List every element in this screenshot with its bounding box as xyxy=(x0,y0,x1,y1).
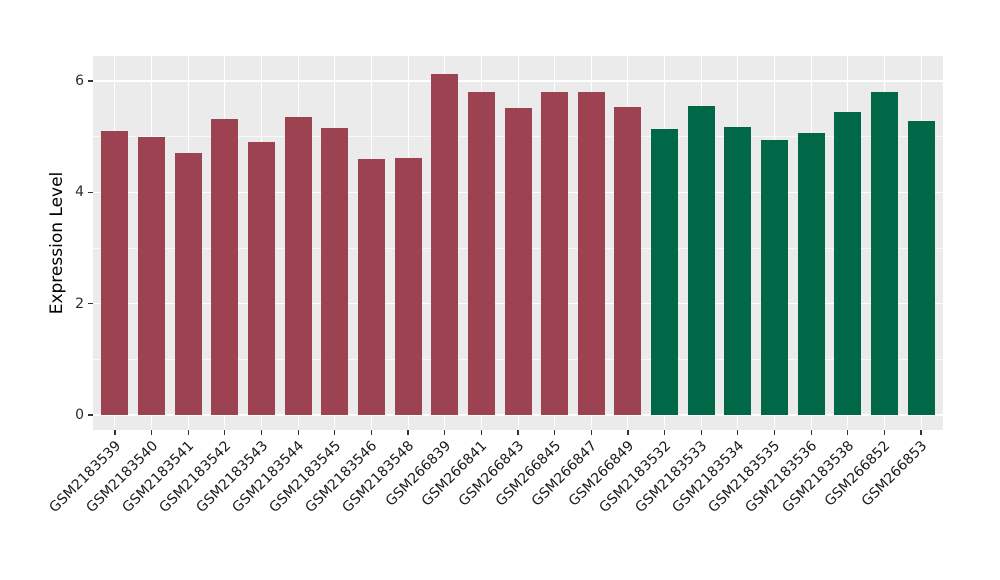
bar-GSM2183539 xyxy=(101,131,129,415)
x-axis-tick xyxy=(554,430,556,435)
y-tick-label: 4 xyxy=(75,184,84,201)
x-axis-tick xyxy=(151,430,153,435)
x-axis-tick xyxy=(773,430,776,435)
x-axis-tick xyxy=(334,430,336,435)
y-tick-label: 6 xyxy=(75,72,84,89)
bar-GSM2183544 xyxy=(284,116,312,415)
x-axis-tick xyxy=(517,430,519,435)
bar-GSM266852 xyxy=(870,92,898,415)
bar-GSM2183540 xyxy=(138,137,166,415)
major-gridline xyxy=(93,80,943,82)
bar-GSM2183535 xyxy=(760,139,788,415)
plot-panel xyxy=(93,56,943,430)
x-axis-tick xyxy=(590,430,592,435)
bar-GSM2183548 xyxy=(394,157,422,415)
y-axis-tick xyxy=(88,80,93,82)
y-tick-label: 2 xyxy=(75,295,84,312)
major-gridline xyxy=(93,414,943,416)
bar-GSM266853 xyxy=(907,120,935,415)
bar-GSM2183543 xyxy=(248,141,276,415)
bar-GSM266847 xyxy=(577,91,605,415)
x-axis-tick xyxy=(847,430,849,435)
y-axis-tick xyxy=(88,414,93,416)
bar-GSM2183541 xyxy=(174,152,202,415)
x-axis-tick xyxy=(737,430,739,435)
x-axis-tick xyxy=(663,430,666,435)
bar-GSM266839 xyxy=(431,73,459,415)
bar-GSM2183533 xyxy=(687,106,715,415)
bar-GSM2183532 xyxy=(651,128,679,415)
bar-GSM2183534 xyxy=(724,127,752,415)
bar-GSM2183546 xyxy=(357,159,385,415)
x-axis-tick xyxy=(187,430,189,435)
x-axis-tick xyxy=(370,430,373,435)
bar-GSM2183542 xyxy=(211,118,239,415)
x-axis-tick xyxy=(297,430,299,435)
bar-GSM266841 xyxy=(467,91,495,415)
x-axis-tick xyxy=(883,430,885,435)
x-axis-tick xyxy=(627,430,629,435)
y-tick-label: 0 xyxy=(75,407,84,423)
x-axis-tick xyxy=(260,430,263,435)
bar-GSM2183536 xyxy=(797,132,825,415)
x-axis-tick xyxy=(920,430,922,435)
x-axis-tick xyxy=(444,430,446,435)
x-axis-tick xyxy=(810,430,812,435)
y-axis-tick xyxy=(88,303,93,305)
bar-GSM266843 xyxy=(504,107,532,415)
x-axis-tick xyxy=(480,430,482,435)
x-axis-tick xyxy=(224,430,226,435)
x-axis-tick xyxy=(114,430,116,435)
x-axis-tick xyxy=(407,430,409,435)
bar-GSM266845 xyxy=(541,91,569,415)
x-axis-tick xyxy=(700,430,702,435)
y-axis-tick xyxy=(88,191,93,193)
y-axis-title: Expression Level xyxy=(47,171,67,315)
bar-GSM266849 xyxy=(614,106,642,415)
bar-GSM2183545 xyxy=(321,127,349,415)
bar-GSM2183538 xyxy=(834,112,862,415)
